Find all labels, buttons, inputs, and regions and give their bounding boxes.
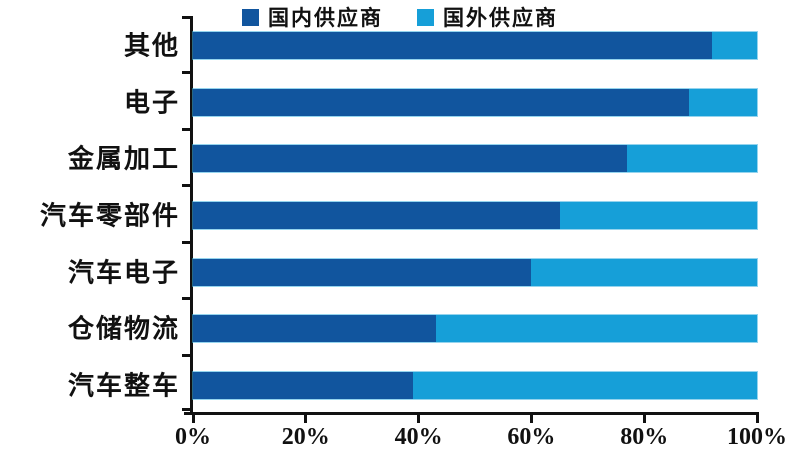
y-axis-tick (182, 71, 190, 75)
y-axis-tick (182, 297, 190, 301)
bar-segment-domestic (193, 32, 712, 60)
bar-segment-foreign (559, 202, 757, 229)
category-label: 其他 (123, 31, 180, 61)
bar-row-6 (192, 370, 758, 400)
category-label: 汽车整车 (67, 371, 180, 401)
y-axis-tick (182, 127, 190, 131)
bar-segment-domestic (193, 315, 436, 343)
x-axis-tick-label: 20% (281, 424, 330, 450)
bar-segment-domestic (193, 371, 413, 399)
bar-segment-foreign (627, 145, 757, 173)
x-axis-tick-label: 60% (507, 424, 556, 450)
bar-row-4 (192, 257, 758, 287)
category-label: 电子 (123, 88, 180, 118)
category-label: 金属加工 (67, 144, 180, 174)
x-axis-tick (755, 415, 759, 423)
category-label: 汽车电子 (67, 258, 180, 288)
x-axis-tick-label: 100% (727, 424, 787, 450)
bar-segment-foreign (531, 258, 757, 286)
bar-segment-domestic (193, 258, 532, 286)
bar-row-3 (192, 201, 758, 230)
y-axis-tick (182, 407, 190, 411)
bar-segment-foreign (711, 32, 757, 60)
y-axis-tick (182, 16, 190, 19)
legend-label: 国内供应商 (268, 6, 383, 30)
bar-segment-domestic (193, 88, 690, 116)
bar-row-2 (192, 144, 758, 174)
legend-item-0: 国内供应商 (242, 2, 383, 32)
x-axis-tick-label: 40% (394, 424, 443, 450)
x-axis-tick (304, 415, 308, 423)
legend-label: 国外供应商 (443, 6, 558, 30)
category-label: 仓储物流 (67, 314, 180, 344)
bar-row-1 (192, 87, 758, 117)
bar-segment-foreign (412, 371, 757, 399)
x-axis-tick-label: 0% (175, 424, 211, 450)
bar-row-5 (192, 314, 758, 344)
bar-segment-domestic (193, 145, 628, 173)
legend: 国内供应商 国外供应商 (0, 2, 800, 32)
category-label: 汽车零部件 (39, 201, 180, 231)
x-axis-line (184, 412, 759, 415)
x-axis-tick (642, 415, 646, 423)
y-axis-tick (182, 184, 190, 188)
bar-segment-foreign (435, 315, 757, 343)
legend-swatch-icon (242, 8, 259, 26)
bar-row-0 (192, 31, 758, 61)
x-axis-tick (191, 415, 195, 423)
bar-segment-domestic (193, 202, 560, 229)
y-axis-tick (182, 353, 190, 357)
plot-area: 其他电子金属加工汽车零部件汽车电子仓储物流汽车整车 0% 20% 40% 60% 80% 1… (40, 16, 787, 450)
bar-segment-foreign (689, 88, 757, 116)
x-axis-tick (417, 415, 421, 423)
legend-swatch-icon (417, 8, 434, 26)
legend-item-1: 国外供应商 (417, 2, 558, 32)
y-axis-line (190, 16, 193, 415)
y-axis-tick (182, 240, 190, 244)
x-axis-tick-label: 80% (620, 424, 669, 450)
x-axis-tick (529, 415, 533, 423)
